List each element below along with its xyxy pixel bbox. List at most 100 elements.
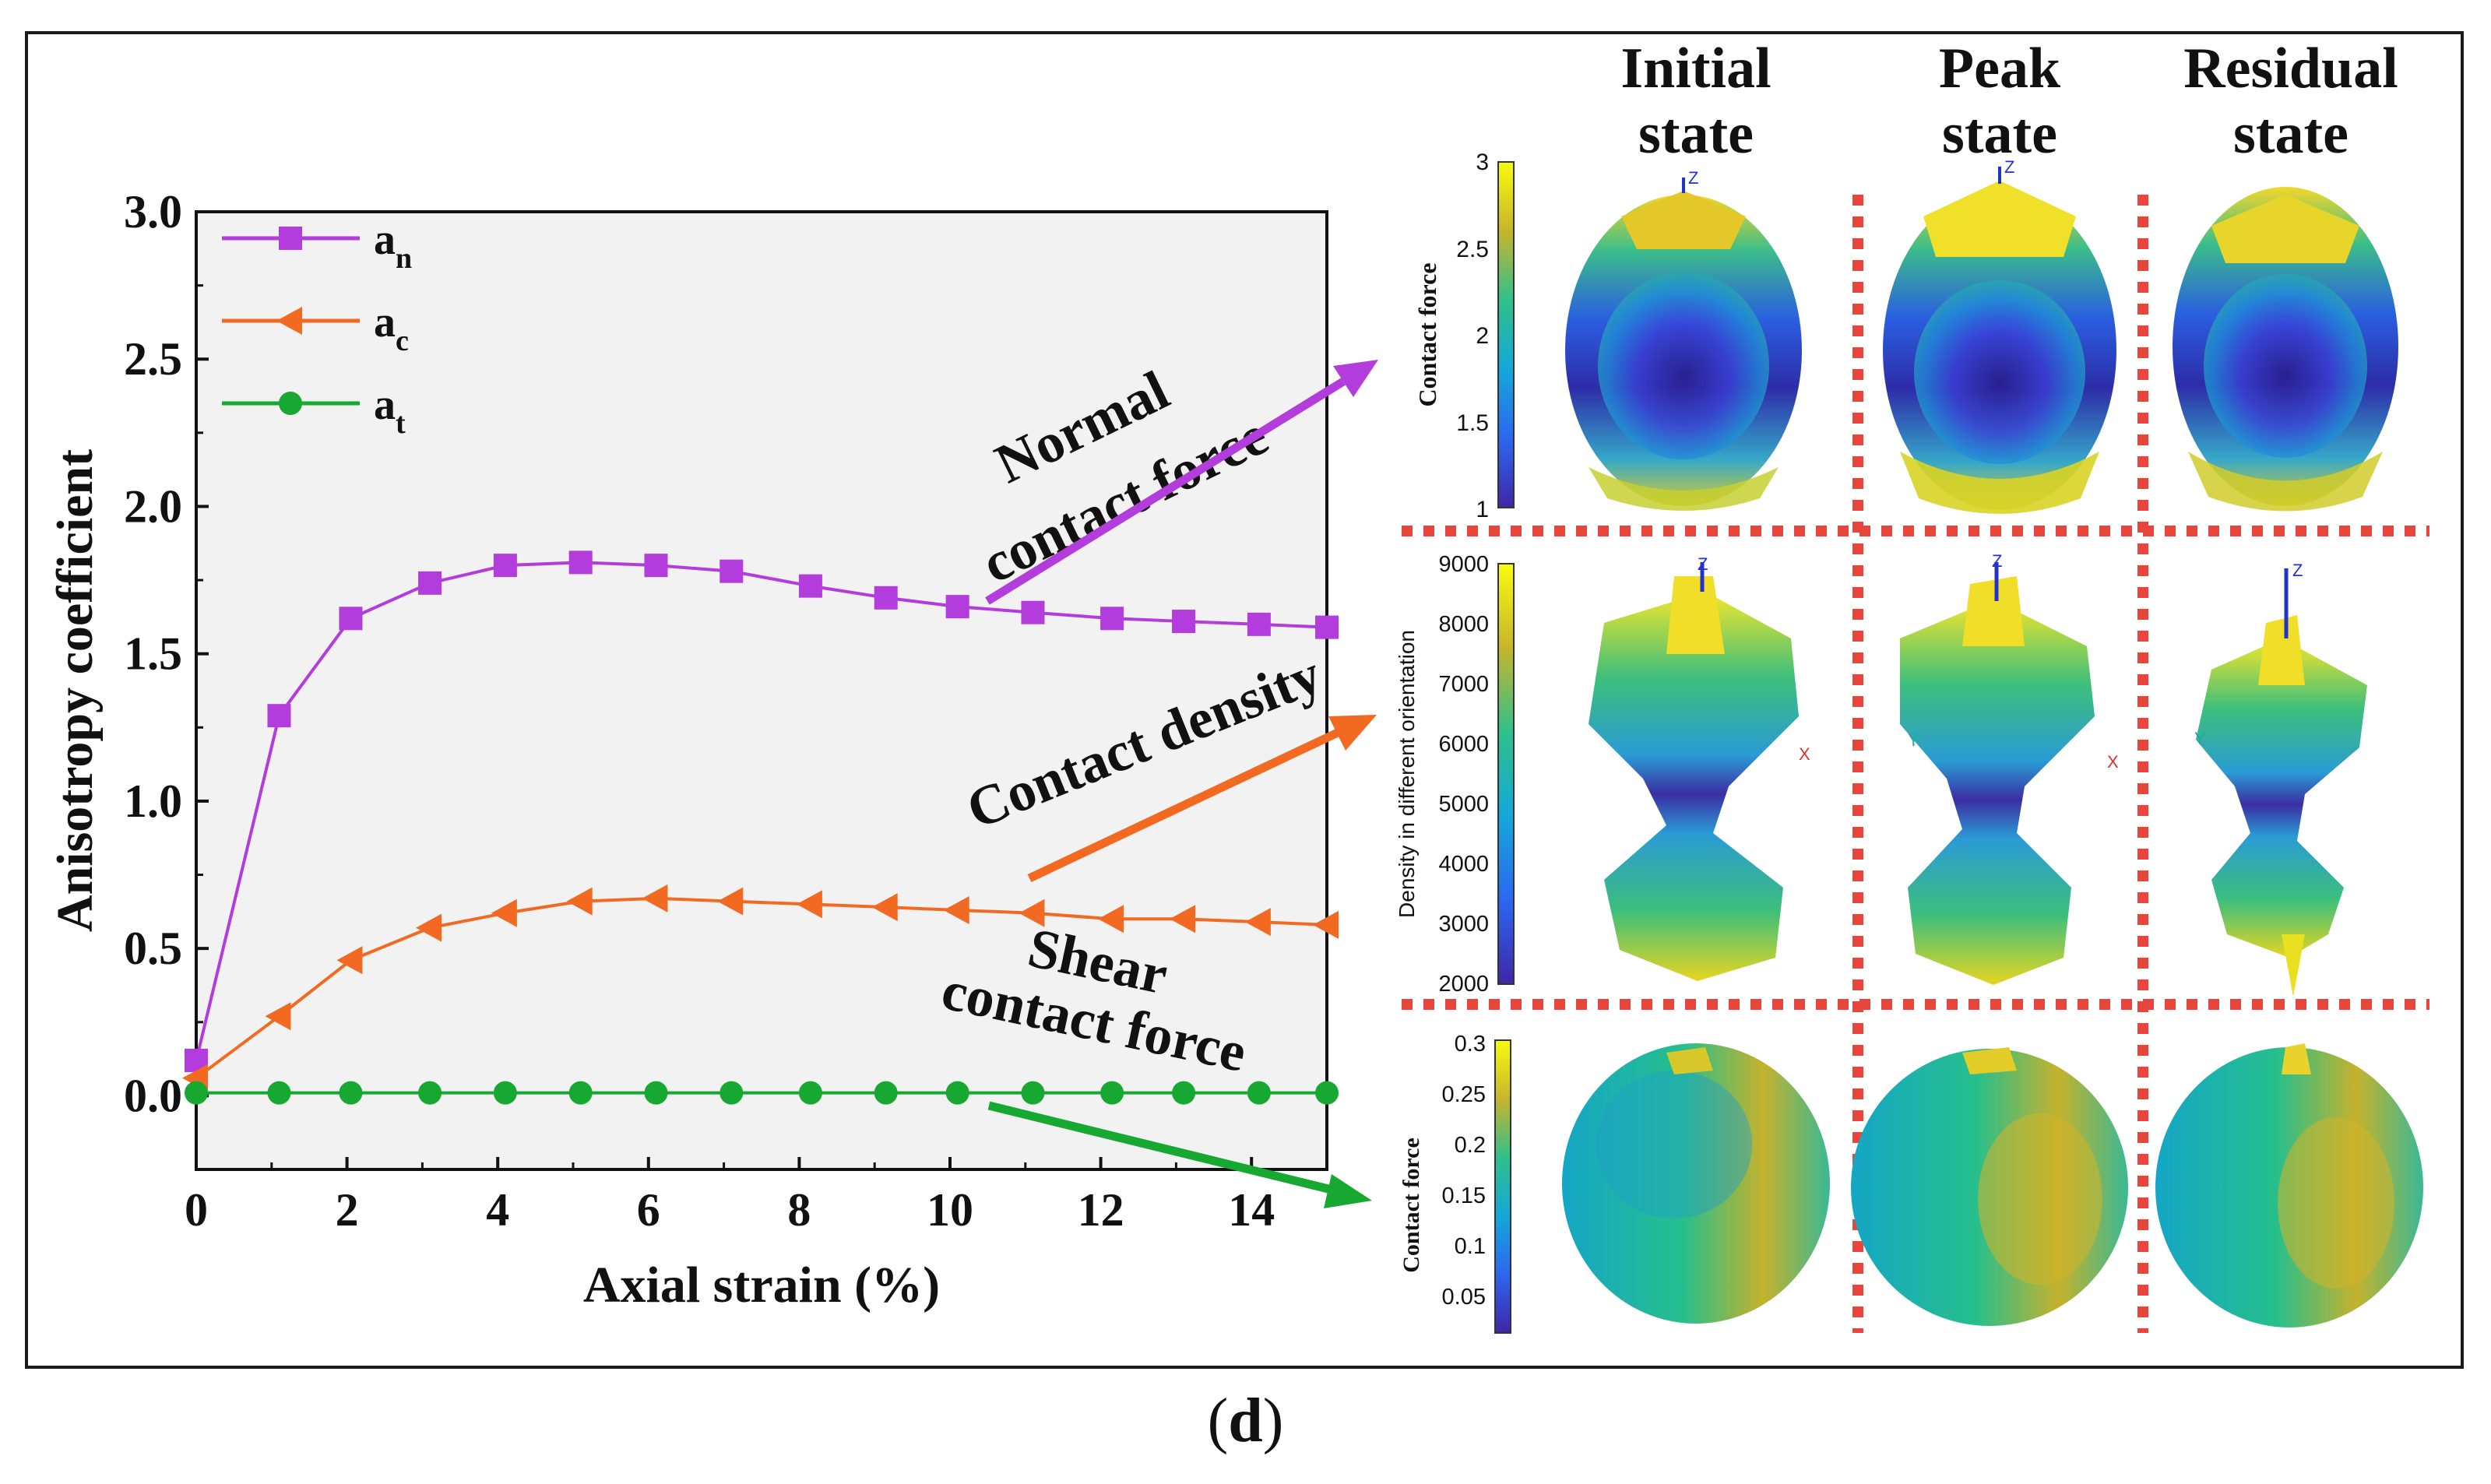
data-point [1021, 1081, 1045, 1105]
colorbar-row2-label: Density in different orientation [1395, 630, 1419, 918]
data-point [267, 1081, 291, 1105]
plot-area [196, 212, 1327, 1169]
data-point [644, 1081, 668, 1105]
data-point [1098, 905, 1124, 934]
column-header-peak: Peak state [1859, 36, 2140, 167]
colorbar-row1-tick: 1 [1476, 497, 1489, 522]
colorbar-row2-tick: 3000 [1438, 912, 1489, 937]
x-tick-label: 4 [486, 1184, 509, 1236]
colorbar-row3-bar [1494, 1039, 1511, 1334]
data-point [336, 946, 363, 975]
data-point [493, 554, 517, 578]
data-point [943, 895, 969, 924]
data-point [1021, 600, 1045, 624]
column-header-initial-line1: Initial [1620, 37, 1771, 100]
series-a-t [185, 1081, 1339, 1105]
figure-caption: (d) [0, 1386, 2491, 1457]
y-tick-label: 2.0 [124, 480, 182, 532]
x-tick-label: 14 [1228, 1184, 1275, 1236]
colorbar-row3-label: Contact force [1399, 1138, 1424, 1273]
rose-shear-initial [1562, 1043, 1830, 1324]
colorbar-row1: Contact force 3 2.5 2 1.5 1 [1413, 149, 1515, 522]
data-point [339, 607, 363, 631]
x-tick-label: 2 [336, 1184, 359, 1236]
data-point [644, 554, 668, 578]
colorbar-row1-tick: 2 [1476, 323, 1489, 349]
colorbar-row2-tick: 8000 [1438, 612, 1489, 637]
data-point [874, 1081, 898, 1105]
annotation-shear-arrowhead [1324, 1174, 1372, 1208]
column-header-peak-line1: Peak [1938, 37, 2061, 100]
x-tick-label: 10 [927, 1184, 973, 1236]
annotation-density-arrowhead [1328, 715, 1377, 751]
data-point [1247, 612, 1271, 636]
y-tick-label: 0.0 [124, 1070, 182, 1121]
annotation-shear-arrow [987, 1101, 1333, 1194]
series-line [195, 561, 1328, 1061]
column-header-residual-line1: Residual [2183, 37, 2398, 100]
data-point [1315, 1081, 1339, 1105]
colorbar-row2: Density in different orientation 9000 80… [1395, 552, 1515, 997]
legend-entry-a-c: ac [222, 298, 409, 357]
y-tick-label: 1.0 [124, 775, 182, 827]
colorbar-row3: Contact force 0.3 0.25 0.2 0.15 0.1 0.05 [1399, 1032, 1511, 1334]
colorbar-row2-tick: 7000 [1438, 672, 1489, 697]
data-point [1019, 898, 1045, 927]
rose-shear-peak [1851, 1047, 2128, 1326]
y-tick-label: 1.5 [124, 628, 182, 680]
data-point [1172, 610, 1196, 634]
data-point [720, 559, 744, 583]
caption-letter: d [1228, 1387, 1263, 1455]
rose-density-residual: Z Y [2194, 561, 2367, 997]
column-header-initial: Initial state [1556, 36, 1836, 167]
data-point [717, 887, 744, 916]
colorbar-row1-tick: 1.5 [1456, 410, 1489, 436]
data-point [1100, 607, 1124, 631]
axis-mark-z: Z [2292, 561, 2303, 580]
colorbar-row3-tick: 0.2 [1455, 1133, 1486, 1158]
data-point [945, 1081, 969, 1105]
data-point [642, 884, 668, 913]
axis-mark-z: Z [2004, 157, 2014, 177]
axis-mark-z: Z [1992, 551, 2002, 571]
data-point [1172, 1081, 1196, 1105]
x-axis-label: Axial strain (%) [583, 1257, 940, 1313]
colorbar-row2-bar [1497, 563, 1515, 985]
data-point [418, 571, 442, 595]
data-point [1247, 1081, 1271, 1105]
colorbar-row1-bar [1497, 161, 1515, 508]
colorbar-row1-tick: 2.5 [1456, 237, 1489, 262]
column-header-peak-line2: state [1942, 102, 2057, 166]
legend-marker [276, 307, 302, 335]
axis-mark-y: Y [2194, 729, 2206, 748]
colorbar-row2-tick: 2000 [1438, 972, 1489, 997]
annotation-normal-arrow [985, 378, 1346, 605]
caption-close: ) [1262, 1387, 1284, 1455]
colorbar-row3-tick: 0.25 [1442, 1082, 1486, 1107]
annotation-density-arrow [1027, 728, 1342, 882]
data-point [267, 704, 291, 728]
colorbar-row2-tick: 6000 [1438, 732, 1489, 757]
rose-normal-peak: Z [1883, 157, 2116, 514]
data-point [1244, 908, 1271, 937]
colorbar-row1-label: Contact force [1413, 262, 1441, 406]
line-chart: 0 2 4 6 8 10 12 140.00.51.01.52.02.53.0 anacat … [47, 186, 1339, 1313]
data-point [265, 1002, 291, 1031]
colorbar-row2-tick: 5000 [1438, 792, 1489, 817]
x-tick-label: 8 [787, 1184, 811, 1236]
x-tick-label: 6 [637, 1184, 660, 1236]
colorbar-row3-tick: 0.15 [1442, 1183, 1486, 1208]
rose-density-peak: Z Y X [1900, 551, 2119, 985]
x-tick-label: 12 [1078, 1184, 1124, 1236]
x-tick-label: 0 [185, 1184, 208, 1236]
data-point [568, 550, 593, 575]
plot-border [195, 210, 1328, 1171]
data-point [871, 893, 898, 922]
data-point [185, 1081, 208, 1105]
y-tick-label: 2.5 [124, 333, 182, 385]
data-point [568, 1081, 593, 1105]
axis-mark-z: Z [1688, 168, 1698, 188]
data-point [416, 913, 442, 942]
